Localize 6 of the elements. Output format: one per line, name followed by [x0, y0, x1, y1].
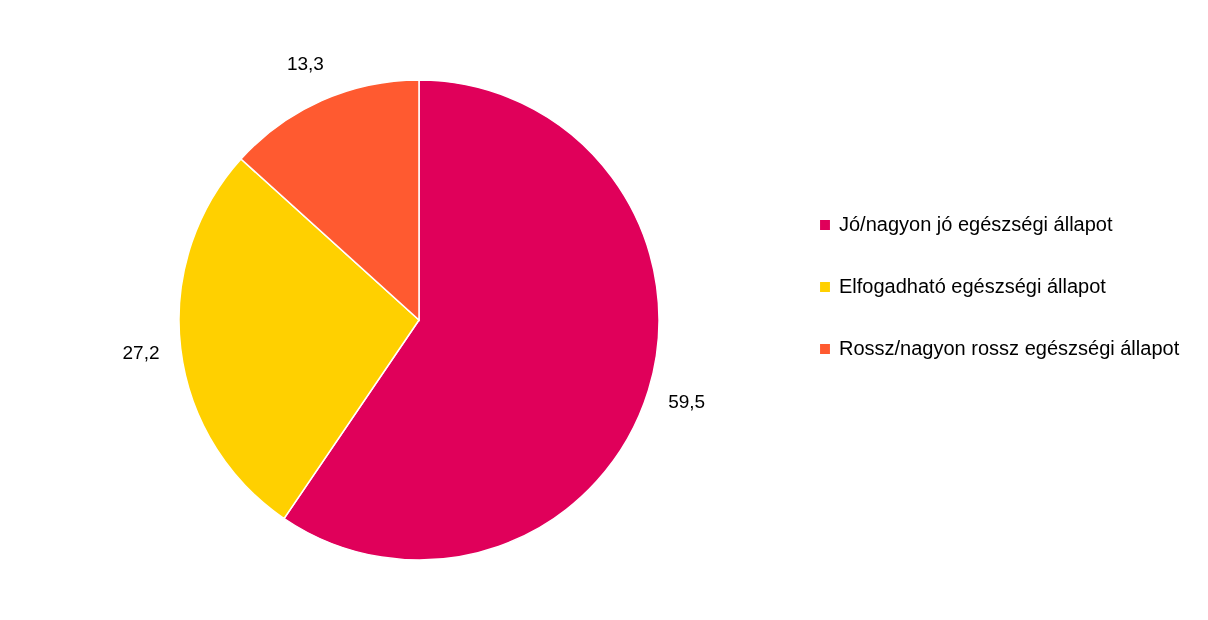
legend-label: Rossz/nagyon rossz egészségi állapot [839, 337, 1180, 359]
data-label: 13,3 [286, 53, 324, 75]
data-label: 59,5 [668, 391, 706, 413]
legend-label: Elfogadható egészségi állapot [839, 275, 1107, 297]
data-label: 27,2 [122, 342, 160, 364]
legend-label: Jó/nagyon jó egészségi állapot [839, 213, 1113, 235]
